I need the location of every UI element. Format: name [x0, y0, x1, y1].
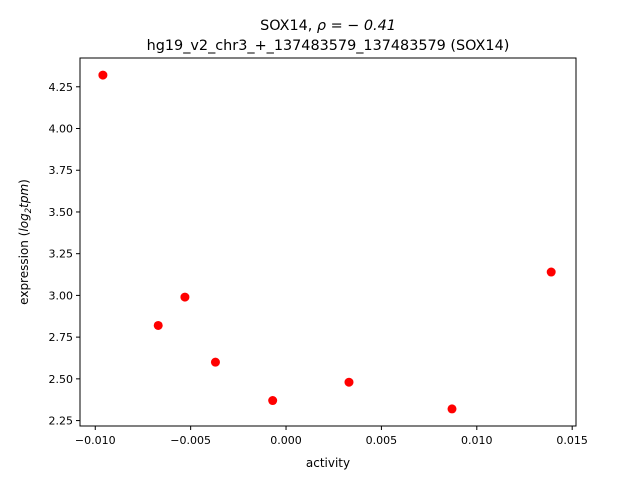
- y-tick-label: 3.50: [49, 206, 74, 219]
- chart-title-line1: SOX14, ρ = − 0.41: [260, 18, 396, 34]
- y-axis-label: expression (log2tpm): [17, 179, 34, 305]
- y-tick-label: 2.75: [49, 331, 74, 344]
- x-tick-label: −0.010: [75, 434, 116, 447]
- y-tick-label: 3.75: [49, 164, 74, 177]
- scatter-point: [268, 396, 278, 406]
- x-axis-label: activity: [306, 456, 350, 470]
- scatter-point: [153, 320, 163, 330]
- scatter-point: [210, 357, 220, 367]
- y-tick-label: 4.00: [49, 123, 74, 136]
- x-axis-ticks: −0.010 −0.005 0.000 0.005 0.010 0.015: [75, 426, 588, 447]
- y-tick-label: 3.00: [49, 289, 74, 302]
- y-tick-label: 3.25: [49, 248, 74, 261]
- scatter-point: [344, 377, 354, 387]
- y-tick-label: 2.25: [49, 415, 74, 428]
- scatter-point: [447, 404, 457, 414]
- y-axis-ticks: 2.25 2.50 2.75 3.00 3.25 3.50 3.75 4.00 4.25: [49, 81, 80, 428]
- y-tick-label: 2.50: [49, 373, 74, 386]
- plot-area: −0.010 −0.005 0.000 0.005 0.010 0.015 2.25 2.5…: [49, 57, 588, 447]
- y-tick-label: 4.25: [49, 81, 74, 94]
- scatter-point: [98, 70, 108, 80]
- scatter-point: [180, 292, 190, 302]
- scatter-point: [546, 267, 556, 277]
- axes-frame: [79, 57, 577, 427]
- x-tick-label: 0.005: [366, 434, 398, 447]
- chart-title-line2: hg19_v2_chr3_+_137483579_137483579 (SOX1…: [147, 38, 510, 54]
- data-points: [98, 70, 556, 414]
- x-tick-label: 0.010: [461, 434, 493, 447]
- x-tick-label: 0.000: [270, 434, 302, 447]
- x-tick-label: 0.015: [556, 434, 588, 447]
- x-tick-label: −0.005: [170, 434, 211, 447]
